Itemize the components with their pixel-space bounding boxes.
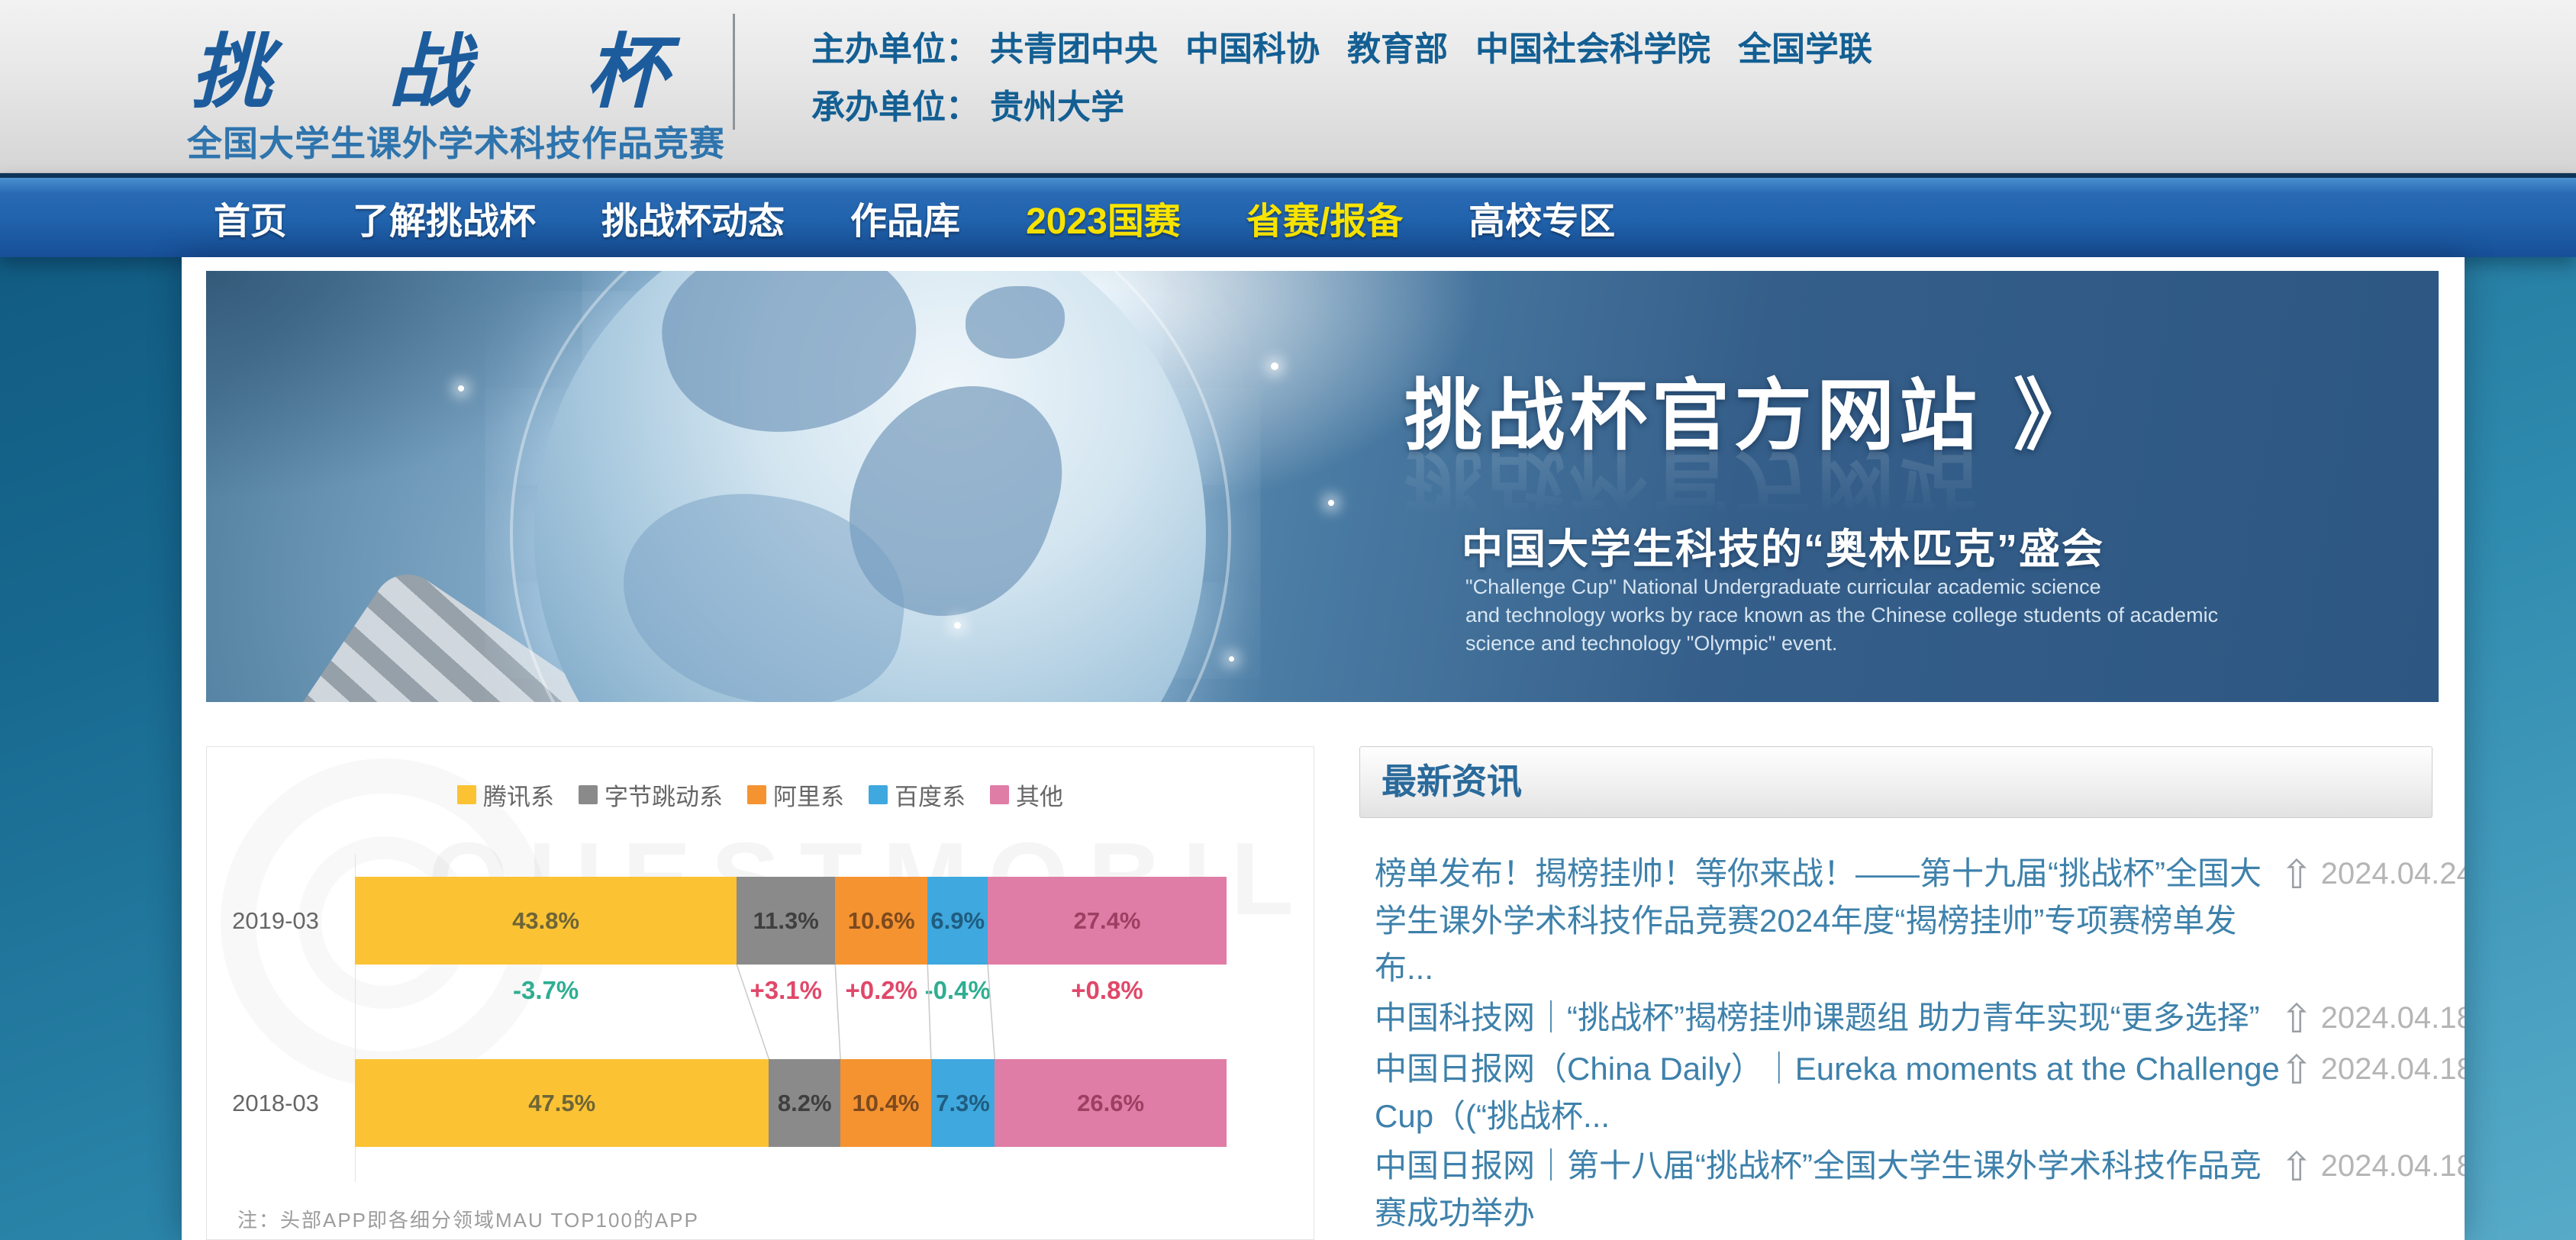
news-row: 中国科技网｜“挑战杯”揭榜挂帅课题组 助力青年实现“更多选择” ⇧ 2024.04.…	[1375, 994, 2465, 1043]
nav-item[interactable]: 省赛/报备	[1246, 201, 1404, 242]
host-link[interactable]: 中国科协	[1185, 31, 1320, 68]
content-wrapper: 挑战杯官方网站》 挑战杯官方网站 中国大学生科技的“奥林匹克”盛会 "Chall…	[182, 257, 2465, 1240]
legend-swatch-icon	[457, 785, 476, 804]
sparkle-icon	[458, 385, 464, 391]
chart-note: 注：头部APP即各细分领域MAU TOP100的APP	[237, 1209, 699, 1232]
change-value-label: +0.8%	[1071, 976, 1143, 1004]
bar-segment: 10.4%	[840, 1059, 931, 1147]
top-arrow-icon[interactable]: ⇧	[2280, 997, 2313, 1042]
news-header: 最新资讯	[1359, 746, 2433, 818]
banner-description: "Challenge Cup" National Undergraduate c…	[1465, 573, 2218, 658]
sparkle-icon	[1271, 362, 1278, 370]
host-link[interactable]: 共青团中央	[990, 31, 1158, 68]
bar-segment: 26.6%	[995, 1059, 1227, 1147]
news-link[interactable]: 中国日报网｜第十八届“挑战杯”全国大学生课外学术科技作品竞赛成功举办	[1375, 1148, 2262, 1231]
news-row: 榜单发布！揭榜挂帅！等你来战！——第十九届“挑战杯”全国大学生课外学术科技作品竞…	[1375, 850, 2465, 992]
top-arrow-icon[interactable]: ⇧	[2280, 853, 2313, 897]
news-date: 2024.04.18	[2320, 1149, 2465, 1183]
bar-segment: 11.3%	[737, 877, 836, 965]
bar-segment: 6.9%	[927, 877, 988, 965]
host-link[interactable]: 教育部	[1347, 31, 1448, 68]
chart-legend: 腾讯系 字节跳动系 阿里系 百度系 其他	[207, 778, 1314, 812]
change-value-label: -3.7%	[512, 976, 579, 1004]
bar-segment: 43.8%	[355, 877, 737, 965]
news-header-title: 最新资讯	[1381, 762, 1522, 801]
nav-items: 首页 了解挑战杯 挑战杯动态 作品库 2023国赛 省赛/报备 高校专区	[0, 178, 2576, 257]
legend-item: 其他	[990, 778, 1063, 812]
news-row: 中国日报网｜第十八届“挑战杯”全国大学生课外学术科技作品竞赛成功举办 ⇧ 2024.…	[1375, 1142, 2465, 1237]
change-value-label: +0.2%	[845, 976, 918, 1004]
site-header: 挑 战 杯 全国大学生课外学术科技作品竞赛 主办单位： 共青团中央 中国科协 教育部中…	[0, 0, 2576, 173]
sparkle-icon	[1328, 500, 1334, 506]
bar-segment: 27.4%	[988, 877, 1227, 965]
legend-swatch-icon	[747, 785, 766, 804]
organizer-label: 承办单位：	[811, 89, 979, 126]
top-arrow-icon[interactable]: ⇧	[2280, 1145, 2313, 1190]
host-label: 主办单位：	[811, 31, 979, 68]
organizer-link[interactable]: 贵州大学	[990, 89, 1124, 126]
bar-category-label: 2018-03	[232, 1089, 319, 1116]
bar-segment: 8.2%	[769, 1059, 841, 1147]
bar-segment: 47.5%	[355, 1059, 769, 1147]
lightbulb-glass-icon	[510, 271, 1231, 702]
top-arrow-icon[interactable]: ⇧	[2280, 1048, 2313, 1093]
legend-item: 腾讯系	[457, 778, 554, 812]
news-link[interactable]: 中国日报网（China Daily）｜Eureka moments at the…	[1375, 1051, 2280, 1134]
banner-title-text: 挑战杯官方网站	[1404, 372, 1981, 459]
bar-category-label: 2019-03	[232, 907, 319, 934]
change-value-label: -0.4%	[924, 976, 991, 1004]
legend-item: 阿里系	[747, 778, 844, 812]
bar-segment: 7.3%	[930, 1059, 995, 1147]
legend-swatch-icon	[869, 785, 888, 804]
nav-item[interactable]: 首页	[214, 201, 288, 242]
legend-swatch-icon	[990, 785, 1009, 804]
banner-subtitle: 中国大学生科技的“奥林匹克”盛会	[1462, 527, 2104, 572]
banner-arrow-icon[interactable]: 》	[2013, 372, 2096, 459]
host-link[interactable]: 中国社会科学院	[1475, 31, 1710, 68]
nav-item[interactable]: 了解挑战杯	[353, 201, 537, 242]
hero-banner[interactable]: 挑战杯官方网站》 挑战杯官方网站 中国大学生科技的“奥林匹克”盛会 "Chall…	[206, 271, 2439, 702]
nav-item[interactable]: 2023国赛	[1026, 201, 1181, 242]
legend-label: 阿里系	[773, 784, 844, 810]
news-date: 2024.04.18	[2320, 1052, 2465, 1086]
sparkle-icon	[954, 622, 961, 629]
nav-item[interactable]: 挑战杯动态	[601, 201, 785, 242]
site-logo-subtitle: 全国大学生课外学术科技作品竞赛	[187, 124, 725, 163]
news-link[interactable]: 中国科技网｜“挑战杯”揭榜挂帅课题组 助力青年实现“更多选择”	[1375, 1000, 2260, 1035]
legend-item: 字节跳动系	[579, 778, 723, 812]
news-date: 2024.04.24	[2320, 857, 2465, 891]
legend-label: 字节跳动系	[605, 784, 723, 810]
nav-item[interactable]: 高校专区	[1469, 201, 1616, 242]
legend-item: 百度系	[869, 778, 966, 812]
banner-description-line: science and technology "Olympic" event.	[1465, 632, 1838, 655]
banner-description-line: "Challenge Cup" National Undergraduate c…	[1465, 575, 2101, 598]
news-link[interactable]: 榜单发布！揭榜挂帅！等你来战！——第十九届“挑战杯”全国大学生课外学术科技作品竞…	[1375, 855, 2262, 986]
host-link[interactable]: 全国学联	[1738, 31, 1872, 68]
bar-segment: 10.6%	[835, 877, 928, 965]
header-divider	[733, 14, 735, 130]
chart-axis-line	[355, 854, 356, 1182]
organizer-line: 承办单位： 贵州大学	[811, 79, 1152, 128]
banner-title[interactable]: 挑战杯官方网站》	[1404, 353, 2096, 465]
legend-label: 腾讯系	[483, 784, 554, 810]
connector-lines	[736, 965, 995, 1059]
change-value-label: +3.1%	[750, 976, 822, 1004]
news-panel: 最新资讯 榜单发布！揭榜挂帅！等你来战！——第十九届“挑战杯”全国大学生课外学术…	[1359, 746, 2465, 1240]
legend-swatch-icon	[579, 785, 598, 804]
news-list: 榜单发布！揭榜挂帅！等你来战！——第十九届“挑战杯”全国大学生课外学术科技作品竞…	[1359, 850, 2465, 1240]
legend-label: 百度系	[895, 784, 966, 810]
news-row: 中国日报网（China Daily）｜Eureka moments at the…	[1375, 1045, 2465, 1140]
sparkle-icon	[1229, 656, 1234, 662]
host-links: 共青团中央 中国科协 教育部 中国社会科学院 全国学联	[990, 31, 1900, 68]
banner-description-line: and technology works by race known as th…	[1465, 604, 2219, 626]
nav-item[interactable]: 作品库	[850, 201, 961, 242]
main-nav: 首页 了解挑战杯 挑战杯动态 作品库 2023国赛 省赛/报备 高校专区	[0, 173, 2576, 257]
site-logo[interactable]: 挑 战 杯	[191, 24, 667, 119]
news-date: 2024.04.18	[2320, 1001, 2465, 1035]
host-line: 主办单位： 共青团中央 中国科协 教育部 中国社会科学院 全国学联	[811, 21, 1900, 70]
legend-label: 其他	[1016, 784, 1063, 810]
